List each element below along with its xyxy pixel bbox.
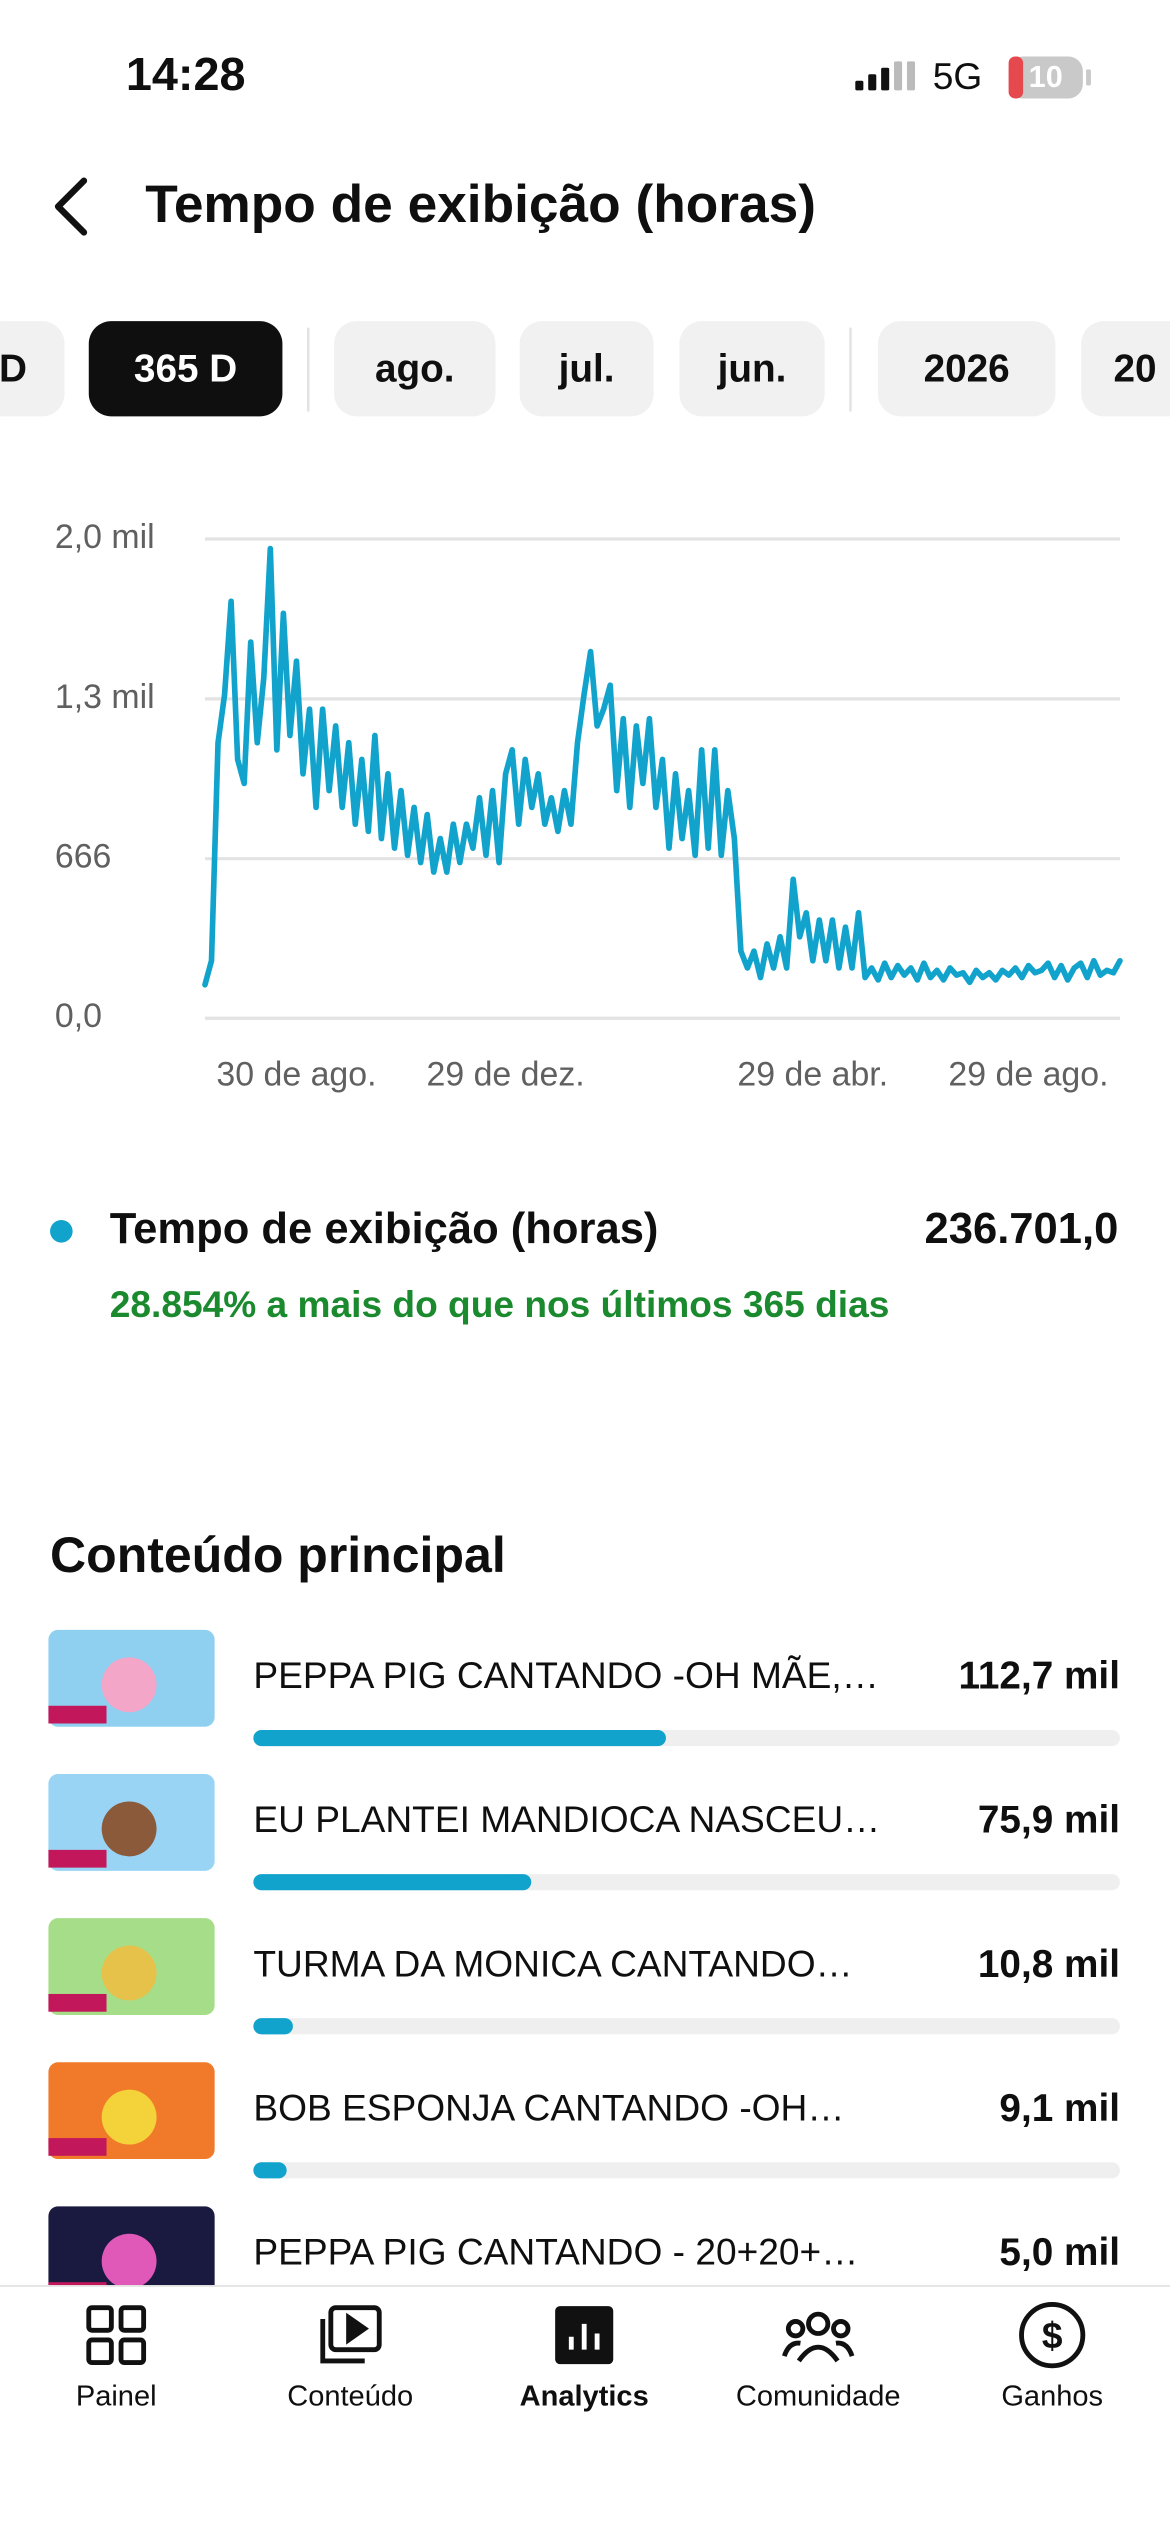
item-title: TURMA DA MONICA CANTANDO…: [253, 1942, 852, 1984]
item-bar: [253, 2018, 293, 2035]
x-tick-label: 29 de abr.: [737, 1055, 888, 1093]
thumbnail-figure: [101, 1657, 157, 1713]
content-item[interactable]: PEPPA PIG CANTANDO -OH MÃE,… 112,7 mil: [48, 1629, 1120, 1747]
summary-title: Tempo de exibição (horas): [110, 1205, 659, 1253]
item-title: BOB ESPONJA CANTANDO -OH…: [253, 2086, 844, 2128]
y-tick-label: 2,0 mil: [55, 518, 155, 556]
status-time: 14:28: [126, 48, 246, 100]
battery-level: [1008, 56, 1024, 99]
content-item[interactable]: TURMA DA MONICA CANTANDO… 10,8 mil: [48, 1918, 1120, 2035]
nav-icon-conteudo: [320, 2305, 382, 2364]
item-bar: [253, 2162, 287, 2179]
y-tick-label: 1,3 mil: [55, 678, 155, 716]
item-title: PEPPA PIG CANTANDO - 20+20+…: [253, 2231, 858, 2273]
item-value: 5,0 mil: [999, 2231, 1120, 2274]
thumbnail-figure: [101, 2233, 157, 2289]
filter-label[interactable]: 365 D: [134, 347, 237, 390]
nav-label[interactable]: Ganhos: [1001, 2381, 1103, 2413]
filter-chip[interactable]: [519, 321, 654, 417]
nav-label[interactable]: Painel: [76, 2381, 157, 2413]
battery-tip: [1086, 69, 1091, 86]
item-value: 9,1 mil: [999, 2087, 1120, 2130]
x-tick-label: 29 de dez.: [426, 1055, 584, 1093]
item-bar: [253, 1729, 666, 1747]
battery-text: 10: [1029, 60, 1063, 94]
content-item[interactable]: EU PLANTEI MANDIOCA NASCEU… 75,9 mil: [48, 1774, 1120, 1891]
thumbnail-badge: [48, 1849, 107, 1868]
filter-label[interactable]: ago.: [375, 347, 455, 390]
nav-icon-analytics: [555, 2306, 614, 2365]
filter-chip[interactable]: [88, 321, 283, 417]
filter-label[interactable]: 20: [1114, 347, 1157, 390]
item-bar-track: [253, 2162, 1120, 2179]
nav-icon-painel: [86, 2305, 147, 2365]
thumbnail-badge: [48, 2138, 107, 2156]
svg-text:$: $: [1042, 2314, 1063, 2356]
item-title: PEPPA PIG CANTANDO -OH MÃE,…: [253, 1654, 878, 1696]
chart: 0,0 666 1,3 mil 2,0 mil 30 de ago. 29 de dez.…: [55, 518, 1123, 1093]
nav-icon-comunidade: [782, 2311, 855, 2363]
filter-chip[interactable]: [877, 321, 1056, 417]
filter-bar: D 365 D ago. jul. jun. 2026 20: [0, 321, 1170, 417]
filter-chip[interactable]: [1081, 321, 1170, 417]
page-title: Tempo de exibição (horas): [145, 175, 816, 234]
summary-value: 236.701,0: [925, 1205, 1119, 1253]
thumbnail-badge: [48, 1705, 107, 1724]
item-value: 10,8 mil: [978, 1943, 1120, 1986]
x-tick-label: 29 de ago.: [948, 1055, 1108, 1093]
filter-label[interactable]: D: [0, 347, 27, 390]
summary-change: 28.854% a mais do que nos últimos 365 di…: [110, 1283, 890, 1325]
content-item[interactable]: BOB ESPONJA CANTANDO -OH… 9,1 mil: [48, 2062, 1120, 2179]
thumbnail-badge: [48, 1993, 107, 2012]
status-network: 5G: [933, 55, 983, 97]
battery: [1008, 56, 1083, 99]
nav-label[interactable]: Analytics: [520, 2381, 649, 2413]
back-button[interactable]: [54, 177, 88, 236]
nav-label[interactable]: Comunidade: [736, 2381, 901, 2413]
nav-labels: Painel Conteúdo Analytics Comunidade Ganhos: [76, 2381, 1103, 2413]
thumbnail-figure: [101, 1945, 157, 2001]
section-title: Conteúdo principal: [50, 1527, 506, 1583]
filter-chip[interactable]: [0, 321, 65, 417]
filter-label[interactable]: 2026: [924, 347, 1010, 390]
y-tick-label: 666: [55, 838, 112, 876]
y-tick-label: 0,0: [55, 997, 102, 1035]
content-list: PEPPA PIG CANTANDO -OH MÃE,… 112,7 mil EU …: [48, 1629, 1120, 2323]
signal-icon: [855, 61, 916, 91]
nav-icons: $: [86, 2302, 1086, 2369]
data-line: [202, 545, 1123, 988]
filter-label[interactable]: jun.: [717, 347, 787, 390]
thumbnail-figure: [101, 1801, 157, 1857]
item-value: 112,7 mil: [958, 1655, 1119, 1698]
item-value: 75,9 mil: [978, 1799, 1120, 1842]
item-bar: [253, 1874, 532, 1891]
filter-chip[interactable]: [334, 321, 496, 417]
thumbnail-figure: [101, 2089, 157, 2145]
x-tick-label: 30 de ago.: [216, 1055, 376, 1093]
filter-chip[interactable]: [679, 321, 825, 417]
filter-label[interactable]: jul.: [558, 347, 615, 390]
legend-dot: [50, 1220, 73, 1243]
nav-icon-ganhos: $: [1019, 2302, 1086, 2369]
nav-label[interactable]: Conteúdo: [287, 2381, 413, 2413]
item-bar-track: [253, 2018, 1120, 2035]
item-title: EU PLANTEI MANDIOCA NASCEU…: [253, 1798, 880, 1840]
